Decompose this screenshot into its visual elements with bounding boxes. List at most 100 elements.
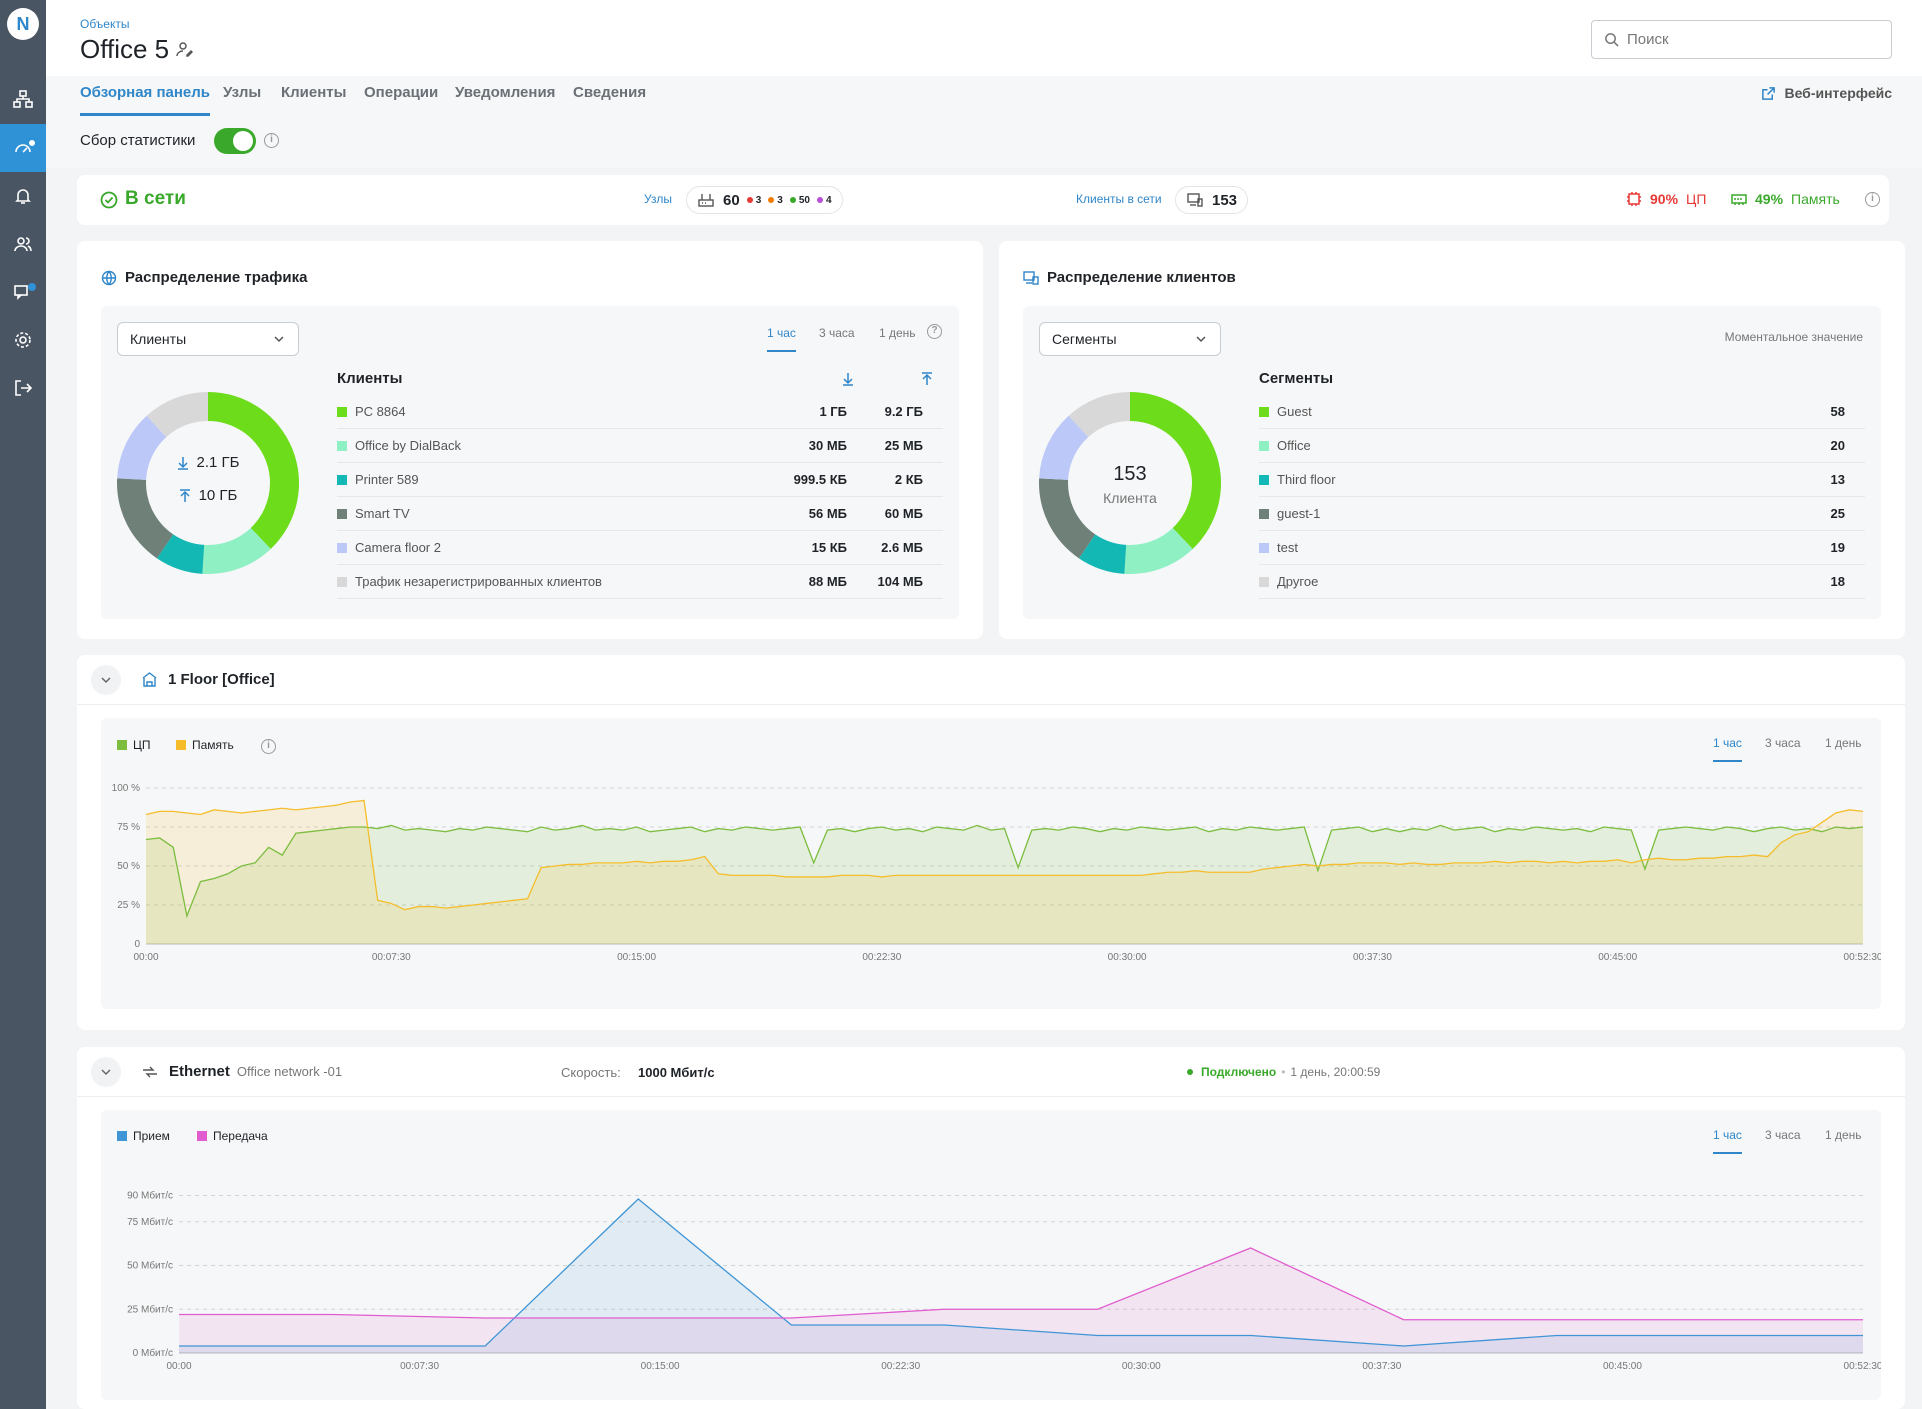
download-value: 1 ГБ bbox=[819, 404, 847, 419]
legend-cpu[interactable]: ЦП bbox=[117, 738, 151, 752]
x-tick-label: 00:45:00 bbox=[1603, 1361, 1642, 1372]
time-tab-1h[interactable]: 1 час bbox=[767, 326, 796, 352]
segment-value: 25 bbox=[1830, 506, 1845, 521]
collapse-button[interactable] bbox=[91, 665, 121, 695]
traffic-row[interactable]: Camera floor 2 15 КБ 2.6 МБ bbox=[337, 531, 943, 565]
series-area bbox=[146, 825, 1863, 944]
nodes-label[interactable]: Узлы bbox=[644, 192, 672, 206]
time-tab-1d[interactable]: 1 день bbox=[879, 326, 916, 340]
app-logo[interactable]: N bbox=[7, 8, 39, 40]
status-dot bbox=[1187, 1069, 1193, 1075]
traffic-row-name: Office by DialBack bbox=[355, 438, 461, 453]
y-tick-label: 100 % bbox=[112, 783, 140, 794]
info-icon[interactable]: i bbox=[264, 133, 279, 148]
segment-row[interactable]: Third floor 13 bbox=[1259, 463, 1865, 497]
ethernet-section: Ethernet Office network -01 Скорость: 10… bbox=[77, 1047, 1905, 1409]
web-interface-link[interactable]: Веб-интерфейс bbox=[1761, 85, 1892, 101]
segment-row[interactable]: Guest 58 bbox=[1259, 395, 1865, 429]
sidebar-item-topology[interactable] bbox=[0, 75, 46, 123]
sidebar-item-logout[interactable] bbox=[0, 364, 46, 412]
traffic-title-text: Распределение трафика bbox=[125, 269, 308, 286]
donut-slice[interactable] bbox=[1078, 534, 1127, 574]
traffic-row[interactable]: Printer 589 999.5 КБ 2 КБ bbox=[337, 463, 943, 497]
segment-row[interactable]: Другое 18 bbox=[1259, 565, 1865, 599]
tab-operations[interactable]: Операции bbox=[364, 84, 439, 101]
edit-user-icon[interactable] bbox=[176, 40, 194, 58]
traffic-row[interactable]: PC 8864 1 ГБ 9.2 ГБ bbox=[337, 395, 943, 429]
stats-toggle[interactable] bbox=[214, 128, 256, 154]
donut-slice[interactable] bbox=[1130, 392, 1221, 549]
legend-memory[interactable]: Память bbox=[176, 738, 234, 752]
nodes-breakdown-purple: 4 bbox=[816, 195, 832, 206]
legend-transmit[interactable]: Передача bbox=[197, 1129, 268, 1143]
nodes-chip[interactable]: 60 3 3 50 4 bbox=[686, 186, 843, 214]
floor-time-tab-1d[interactable]: 1 день bbox=[1825, 736, 1862, 750]
donut-slice[interactable] bbox=[1124, 527, 1193, 574]
series-area bbox=[179, 1199, 1863, 1353]
sidebar-item-settings[interactable] bbox=[0, 316, 46, 364]
download-value: 88 МБ bbox=[808, 574, 847, 589]
search-input[interactable]: Поиск bbox=[1591, 20, 1892, 59]
clients-group-select[interactable]: Сегменты bbox=[1039, 322, 1221, 356]
chart-info-icon[interactable]: i bbox=[261, 739, 276, 754]
traffic-group-select[interactable]: Клиенты bbox=[117, 322, 299, 356]
sidebar-item-dashboard[interactable] bbox=[0, 124, 46, 172]
floor-time-tab-3h[interactable]: 3 часа bbox=[1765, 736, 1801, 750]
traffic-row-name: Трафик незарегистрированных клиентов bbox=[355, 574, 602, 589]
eth-time-tab-1d[interactable]: 1 день bbox=[1825, 1128, 1862, 1142]
clients-chip[interactable]: 153 bbox=[1175, 186, 1249, 214]
mode-label: Моментальное значение bbox=[1724, 330, 1863, 344]
status-bar: В сети Узлы 60 3 3 50 4 Клиенты в сети 1… bbox=[77, 175, 1889, 225]
x-tick-label: 00:15:00 bbox=[617, 952, 656, 963]
segment-row[interactable]: guest-1 25 bbox=[1259, 497, 1865, 531]
eth-time-tab-1h[interactable]: 1 час bbox=[1713, 1128, 1742, 1154]
upload-column-icon[interactable] bbox=[921, 372, 933, 386]
series-line bbox=[145, 824, 1864, 919]
y-tick-label: 25 Мбит/с bbox=[127, 1303, 173, 1315]
nodes-breakdown-green: 50 bbox=[789, 195, 810, 206]
time-tab-3h[interactable]: 3 часа bbox=[819, 326, 855, 340]
ethernet-collapse-button[interactable] bbox=[91, 1057, 121, 1087]
donut-slice[interactable] bbox=[208, 392, 299, 549]
eth-time-tab-3h[interactable]: 3 часа bbox=[1765, 1128, 1801, 1142]
donut-slice[interactable] bbox=[1039, 478, 1096, 559]
donut-slice[interactable] bbox=[156, 534, 205, 574]
donut-slice[interactable] bbox=[1068, 392, 1130, 438]
status-info-icon[interactable]: i bbox=[1865, 192, 1880, 207]
cpu-icon bbox=[1627, 192, 1641, 206]
traffic-row[interactable]: Трафик незарегистрированных клиентов 88 М… bbox=[337, 565, 943, 599]
tab-notifications[interactable]: Уведомления bbox=[455, 84, 556, 101]
floor-time-tab-1h[interactable]: 1 час bbox=[1713, 736, 1742, 762]
legend-receive[interactable]: Прием bbox=[117, 1129, 170, 1143]
series-line bbox=[179, 1198, 1863, 1347]
clients-online-label[interactable]: Клиенты в сети bbox=[1076, 192, 1162, 206]
tab-dashboard[interactable]: Обзорная панель bbox=[80, 84, 211, 116]
tab-nodes[interactable]: Узлы bbox=[223, 84, 262, 101]
traffic-rate-chart: 0 Мбит/с 25 Мбит/с 50 Мбит/с 75 Мбит/с 90 Мб… bbox=[127, 1190, 1881, 1373]
traffic-down-total: 2.1 ГБ bbox=[196, 454, 240, 471]
sidebar-item-users[interactable] bbox=[0, 220, 46, 268]
traffic-donut-center: 2.1 ГБ 10 ГБ bbox=[165, 454, 251, 504]
uptime: 1 день, 20:00:59 bbox=[1290, 1065, 1381, 1079]
x-tick-label: 00:07:30 bbox=[372, 952, 411, 963]
tab-info[interactable]: Сведения bbox=[573, 84, 647, 101]
segment-row[interactable]: test 19 bbox=[1259, 531, 1865, 565]
download-value: 15 КБ bbox=[811, 540, 847, 555]
donut-slice[interactable] bbox=[117, 478, 174, 559]
segment-row[interactable]: Office 20 bbox=[1259, 429, 1865, 463]
tab-bar: Обзорная панель Узлы Клиенты Операции Ув… bbox=[46, 76, 1922, 126]
download-column-icon[interactable] bbox=[842, 372, 854, 386]
donut-slice[interactable] bbox=[202, 527, 271, 574]
donut-slice[interactable] bbox=[1039, 415, 1089, 480]
donut-slice[interactable] bbox=[146, 392, 208, 438]
y-tick-label: 0 bbox=[134, 939, 140, 950]
traffic-row[interactable]: Office by DialBack 30 МБ 25 МБ bbox=[337, 429, 943, 463]
breadcrumb[interactable]: Объекты bbox=[80, 17, 130, 31]
sidebar-item-messages[interactable] bbox=[0, 268, 46, 316]
sidebar-item-notifications[interactable] bbox=[0, 172, 46, 220]
donut-slice[interactable] bbox=[117, 415, 167, 480]
ethernet-icon bbox=[143, 1066, 157, 1077]
tab-clients[interactable]: Клиенты bbox=[281, 84, 347, 101]
traffic-row[interactable]: Smart TV 56 МБ 60 МБ bbox=[337, 497, 943, 531]
help-icon[interactable]: ? bbox=[927, 324, 942, 339]
